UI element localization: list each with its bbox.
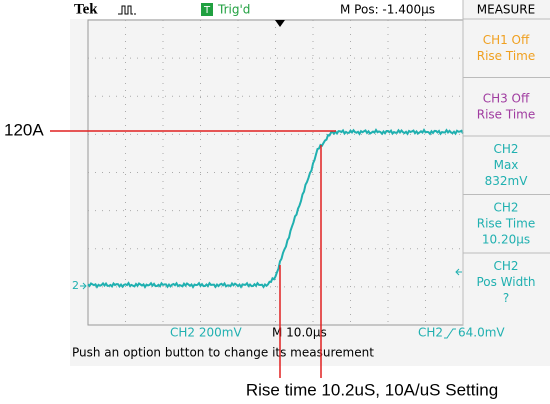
trigger-position-arrow xyxy=(275,20,285,27)
trigger-level-arrow xyxy=(455,268,462,276)
acquire-icon xyxy=(118,5,136,15)
menu-item-text: ? xyxy=(503,291,509,305)
header-bar xyxy=(70,0,463,19)
menu-item-text: Pos Width xyxy=(476,275,535,289)
trig-icon-text: T xyxy=(203,5,211,16)
caption: Rise time 10.2uS, 10A/uS Setting xyxy=(246,380,498,399)
menu-item-text: CH3 Off xyxy=(483,91,530,105)
menu-item-text: CH2 xyxy=(493,259,518,273)
menu-item-text: 10.20µs xyxy=(482,232,530,246)
trace-marker: 2 xyxy=(72,279,79,292)
trig-status: Trig'd xyxy=(217,3,250,17)
trigger-slope-icon xyxy=(444,328,456,339)
waveform-trace xyxy=(87,128,464,289)
menu-item-text: 832mV xyxy=(485,174,529,188)
brand: Tek xyxy=(74,1,98,17)
position: M Pos: -1.400µs xyxy=(340,3,435,17)
trig-icon xyxy=(201,3,213,16)
menu-title: MEASURE xyxy=(477,3,535,17)
trigger-level: 64.0mV xyxy=(458,326,505,340)
menu-item-text: CH2 xyxy=(493,200,518,214)
scope-screen xyxy=(70,0,550,366)
menu-item-text: Rise Time xyxy=(477,49,536,63)
menu-item-text: CH1 Off xyxy=(483,33,530,47)
menu-item-text: CH2 xyxy=(493,142,518,156)
trigger-channel: CH2 xyxy=(418,326,443,340)
status-message: Push an option button to change its meas… xyxy=(72,346,374,360)
timebase: M 10.0µs xyxy=(272,326,327,340)
menu-item-text: Rise Time xyxy=(477,216,536,230)
menu-panel: CH1 Off Rise Time CH3 Off Rise Time CH2 Max 83… xyxy=(462,0,550,325)
level-label: 120A xyxy=(4,120,44,139)
trace-marker-arrow xyxy=(80,282,87,290)
menu-item-text: Rise Time xyxy=(477,107,536,121)
channel-scale: CH2 200mV xyxy=(170,326,242,340)
menu-item-text: Max xyxy=(494,158,519,172)
